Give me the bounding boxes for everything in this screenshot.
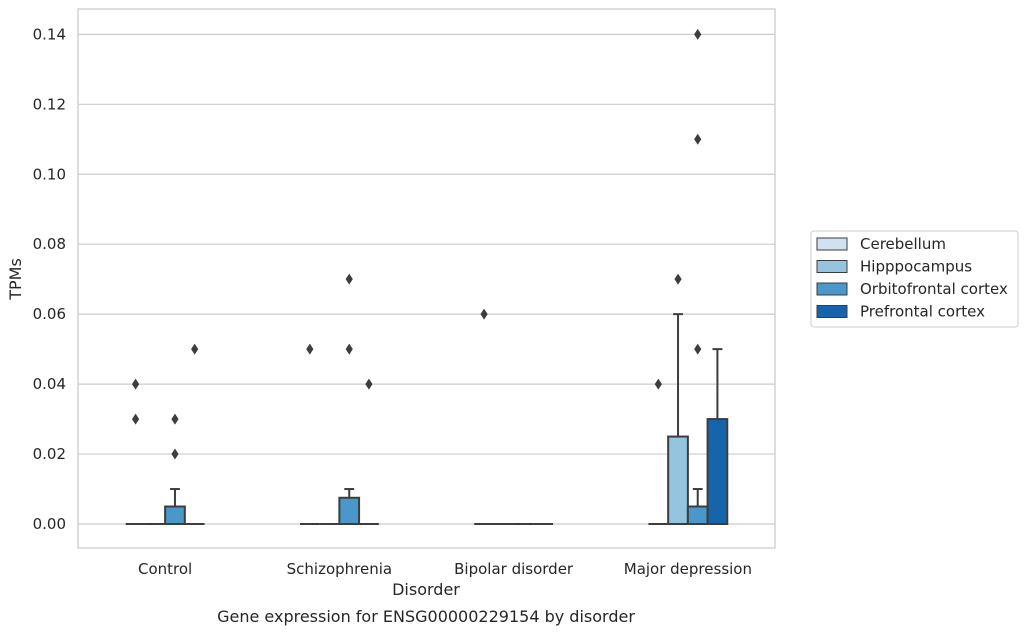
grid-layer xyxy=(78,33,775,525)
outlier-point xyxy=(694,28,702,40)
outlier-point xyxy=(191,343,199,355)
box-layer xyxy=(125,28,729,526)
box-body xyxy=(706,418,729,526)
legend-label: Orbitofrontal cortex xyxy=(860,280,1008,298)
legend-swatch xyxy=(816,305,848,318)
outlier-point xyxy=(694,133,702,145)
box-orbitofrontal-cortex xyxy=(686,28,709,526)
x-axis-title: Disorder xyxy=(392,580,460,599)
plot-frame xyxy=(77,8,776,549)
legend-label: Prefrontal cortex xyxy=(860,303,985,321)
y-tick-label: 0.06 xyxy=(33,305,66,323)
legend: Cerebellum Hipppocampus Orbitofrontal cort… xyxy=(810,230,1019,328)
outlier-point xyxy=(171,413,179,425)
box-orbitofrontal-cortex xyxy=(164,413,186,526)
box-body xyxy=(686,505,709,526)
y-tick-labels: 0.00 0.02 0.04 0.06 0.08 0.10 0.12 0.14 xyxy=(33,25,66,533)
box-prefrontal-cortex xyxy=(359,378,379,525)
y-tick-label: 0.04 xyxy=(33,375,66,393)
legend-swatch xyxy=(816,282,848,296)
legend-label: Hipppocampus xyxy=(860,258,972,276)
y-tick-label: 0.14 xyxy=(33,25,66,43)
box-prefrontal-cortex xyxy=(706,348,729,526)
box-cerebellum xyxy=(125,378,146,525)
outlier-point xyxy=(654,378,662,390)
box-body xyxy=(338,496,361,525)
y-tick-label: 0.08 xyxy=(33,235,66,253)
legend-frame xyxy=(810,230,1019,328)
box-cerebellum xyxy=(299,343,320,525)
box-hipppocampus xyxy=(667,273,689,525)
box-body xyxy=(164,505,186,526)
box-orbitofrontal-cortex xyxy=(338,273,361,525)
x-tick-label: Bipolar disorder xyxy=(454,560,574,578)
outlier-point xyxy=(171,448,179,460)
y-tick-label: 0.02 xyxy=(33,445,66,463)
outlier-point xyxy=(131,378,140,390)
outlier-point xyxy=(694,343,702,355)
x-tick-label: Schizophrenia xyxy=(287,560,392,578)
legend-swatch xyxy=(816,237,848,251)
y-tick-label: 0.10 xyxy=(33,165,66,183)
legend-label: Cerebellum xyxy=(860,235,946,253)
outlier-point xyxy=(365,378,373,390)
x-tick-labels: Control Schizophrenia Bipolar disorder Majo… xyxy=(138,560,752,578)
chart-caption: Gene expression for ENSG00000229154 by d… xyxy=(217,607,635,626)
box-prefrontal-cortex xyxy=(184,343,205,525)
outlier-point xyxy=(674,273,682,285)
outlier-point xyxy=(306,343,314,355)
box-cerebellum xyxy=(648,378,669,525)
x-tick-label: Major depression xyxy=(624,560,752,578)
outlier-point xyxy=(345,343,353,355)
legend-swatch xyxy=(816,260,848,273)
outlier-point xyxy=(131,413,140,425)
y-tick-label: 0.00 xyxy=(33,515,66,533)
box-body xyxy=(667,435,689,525)
x-tick-label: Control xyxy=(138,560,192,578)
y-tick-label: 0.12 xyxy=(33,95,66,113)
outlier-point xyxy=(345,273,353,285)
box-cerebellum xyxy=(474,308,494,525)
outlier-point xyxy=(480,308,488,320)
y-axis-title: TPMs xyxy=(6,258,25,301)
